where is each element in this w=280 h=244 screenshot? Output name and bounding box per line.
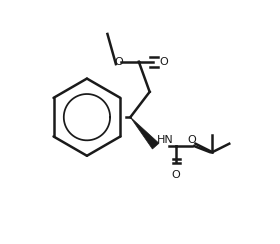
Text: O: O <box>172 170 181 180</box>
Text: O: O <box>159 57 168 67</box>
Text: HN: HN <box>157 135 174 145</box>
Polygon shape <box>130 117 159 149</box>
Text: O: O <box>114 57 123 67</box>
Text: O: O <box>188 135 196 145</box>
